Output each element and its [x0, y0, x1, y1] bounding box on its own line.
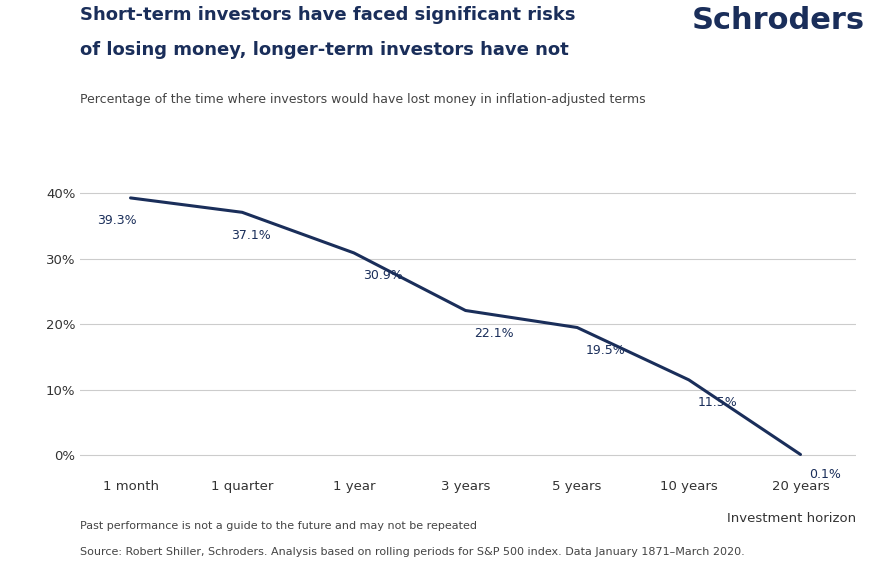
Text: Short-term investors have faced significant risks: Short-term investors have faced signific…: [80, 6, 575, 24]
Text: Schroders: Schroders: [692, 6, 865, 35]
Text: 0.1%: 0.1%: [809, 468, 841, 481]
Text: of losing money, longer-term investors have not: of losing money, longer-term investors h…: [80, 41, 569, 58]
Text: 11.5%: 11.5%: [698, 396, 738, 409]
Text: Source: Robert Shiller, Schroders. Analysis based on rolling periods for S&P 500: Source: Robert Shiller, Schroders. Analy…: [80, 547, 745, 557]
Text: Percentage of the time where investors would have lost money in inflation-adjust: Percentage of the time where investors w…: [80, 93, 646, 105]
Text: 22.1%: 22.1%: [475, 327, 514, 340]
Text: 39.3%: 39.3%: [97, 214, 136, 228]
Text: 30.9%: 30.9%: [363, 269, 402, 282]
Text: 19.5%: 19.5%: [586, 344, 626, 357]
Text: 37.1%: 37.1%: [231, 229, 271, 241]
Text: Past performance is not a guide to the future and may not be repeated: Past performance is not a guide to the f…: [80, 521, 477, 531]
Text: Investment horizon: Investment horizon: [727, 512, 856, 525]
